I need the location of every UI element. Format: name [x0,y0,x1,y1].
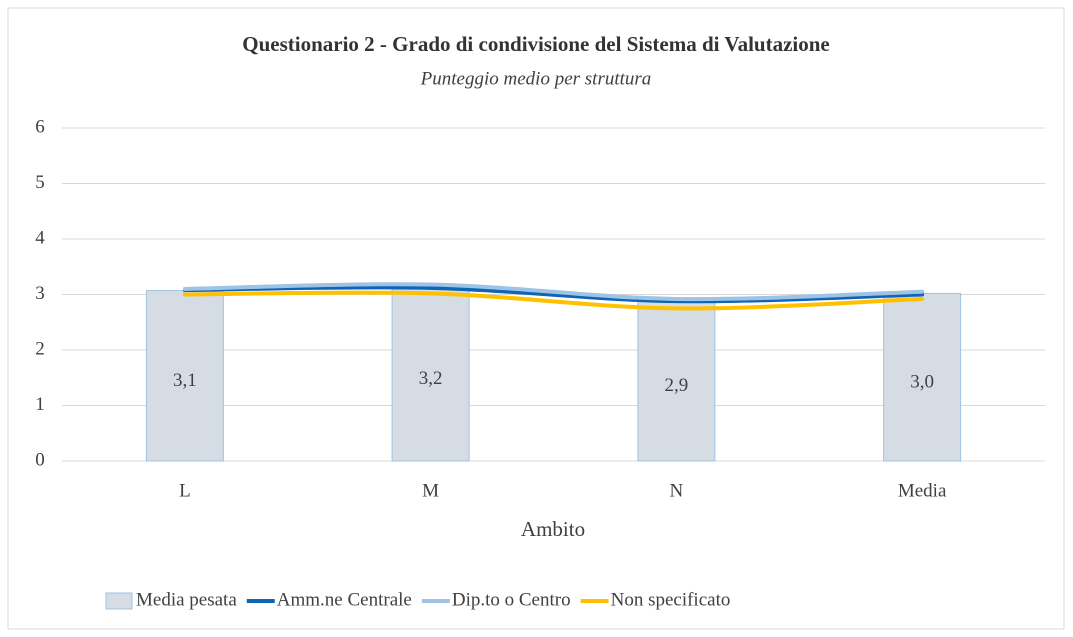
legend-label: Dip.to o Centro [452,589,571,610]
y-tick-label: 0 [35,449,45,470]
y-tick-label: 2 [35,338,45,359]
y-tick-label: 6 [35,116,45,137]
legend-label: Media pesata [136,589,237,610]
y-tick-label: 3 [35,283,45,304]
line [182,285,925,304]
x-tick-label: N [670,480,684,501]
x-tick-label: Media [898,480,947,501]
bar [391,285,470,462]
legend-label: Amm.ne Centrale [277,589,412,610]
data-label: 2,9 [665,375,689,396]
line [182,282,925,302]
bar [883,292,962,462]
y-tick-label: 1 [35,394,45,415]
data-label: 3,2 [419,368,443,389]
x-tick-label: L [179,480,191,501]
y-tick-label: 4 [35,227,45,248]
y-tick-label: 5 [35,172,45,193]
data-label: 3,0 [910,372,934,393]
bar [637,299,716,462]
legend-label: Non specificato [611,589,731,610]
bar [145,290,224,462]
chart-subtitle: Punteggio medio per struttura [420,68,652,89]
x-tick-label: M [422,480,439,501]
legend-swatch [105,592,133,610]
x-axis-title: Ambito [521,517,585,541]
line [182,290,925,311]
data-label: 3,1 [173,370,197,391]
chart-title: Questionario 2 - Grado di condivisione d… [242,32,829,56]
